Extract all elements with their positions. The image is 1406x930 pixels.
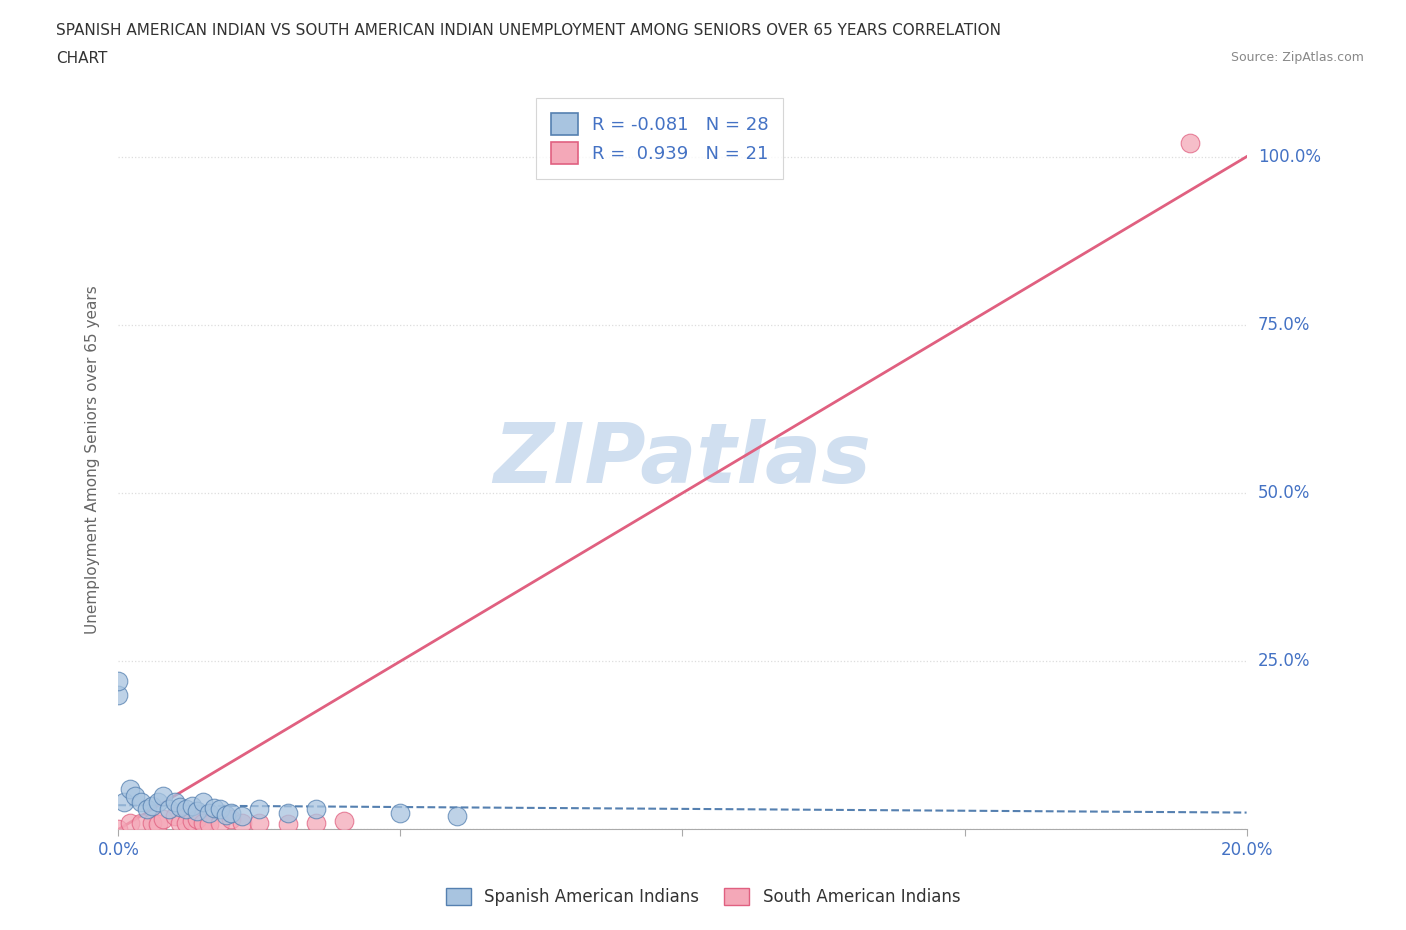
Legend: Spanish American Indians, South American Indians: Spanish American Indians, South American… [439,881,967,912]
Text: 100.0%: 100.0% [1258,148,1320,166]
Text: CHART: CHART [56,51,108,66]
Text: ZIPatlas: ZIPatlas [494,418,872,500]
Point [129,816,152,830]
Point [231,816,253,830]
Point [333,814,356,829]
Point [389,805,412,820]
Point [169,800,191,815]
Point [163,808,186,823]
Point [305,802,328,817]
Point [107,822,129,837]
Point [219,805,242,820]
Point [305,816,328,830]
Point [174,802,197,817]
Point [191,795,214,810]
Point [124,789,146,804]
Point [141,816,163,830]
Point [231,808,253,823]
Point [163,795,186,810]
Text: 25.0%: 25.0% [1258,652,1310,671]
Y-axis label: Unemployment Among Seniors over 65 years: Unemployment Among Seniors over 65 years [86,285,100,633]
Point [1178,136,1201,151]
Point [247,802,270,817]
Point [152,789,174,804]
Text: SPANISH AMERICAN INDIAN VS SOUTH AMERICAN INDIAN UNEMPLOYMENT AMONG SENIORS OVER: SPANISH AMERICAN INDIAN VS SOUTH AMERICA… [56,23,1001,38]
Point [118,781,141,796]
Point [277,817,299,831]
Point [277,805,299,820]
Text: Source: ZipAtlas.com: Source: ZipAtlas.com [1230,51,1364,64]
Point [208,816,231,830]
Point [186,812,208,827]
Point [180,799,202,814]
Point [180,814,202,829]
Point [202,801,225,816]
Point [186,804,208,818]
Point [446,808,468,823]
Point [174,816,197,830]
Point [197,805,219,820]
Text: 50.0%: 50.0% [1258,484,1310,502]
Point [135,802,157,817]
Point [214,807,236,822]
Legend: R = -0.081   N = 28, R =  0.939   N = 21: R = -0.081 N = 28, R = 0.939 N = 21 [536,99,783,179]
Point [107,687,129,702]
Point [219,812,242,827]
Text: 75.0%: 75.0% [1258,316,1310,334]
Point [169,816,191,830]
Point [118,816,141,830]
Point [112,795,135,810]
Point [157,802,180,817]
Point [146,795,169,810]
Point [197,817,219,831]
Point [146,817,169,831]
Point [208,802,231,817]
Point [247,816,270,830]
Point [152,812,174,827]
Point [129,795,152,810]
Point [107,674,129,689]
Point [141,799,163,814]
Point [191,816,214,830]
